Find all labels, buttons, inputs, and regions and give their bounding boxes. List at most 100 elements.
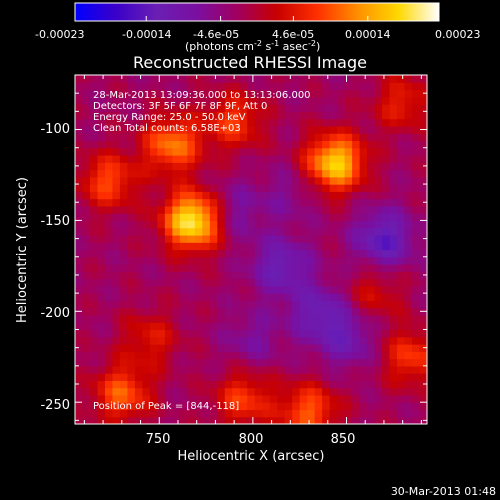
heatmap-cell [149,358,158,367]
heatmap-cell [374,184,383,192]
heatmap-cell [239,402,248,411]
heatmap-cell [202,402,211,411]
heatmap-cell [82,111,91,120]
heatmap-cell [112,205,121,214]
heatmap-cell [254,96,263,105]
heatmap-cell [209,191,218,200]
heatmap-cell [397,336,406,345]
heatmap-cell [194,285,203,294]
heatmap-cell [142,184,151,192]
heatmap-cell [224,365,233,374]
heatmap-cell [172,409,181,418]
heatmap-cell [247,75,256,83]
heatmap-cell [382,198,391,207]
heatmap-cell [179,351,188,360]
heatmap-cell [359,184,368,192]
heatmap-cell [359,256,368,265]
heatmap-cell [157,96,166,105]
heatmap-cell [359,314,368,323]
heatmap-cell [382,351,391,360]
heatmap-cell [329,249,338,258]
heatmap-cell [412,300,421,309]
heatmap-cell [374,198,383,207]
heatmap-cell [209,336,218,345]
heatmap-cell [292,329,301,338]
heatmap-cell [314,125,323,134]
heatmap-cell [367,111,376,120]
heatmap-cell [277,285,286,294]
heatmap-cell [329,285,338,294]
heatmap-cell [142,191,151,200]
heatmap-cell [374,220,383,229]
heatmap-cell [97,234,106,243]
heatmap-cell [157,278,166,287]
heatmap-cell [97,227,106,236]
heatmap-cell [299,285,308,294]
heatmap-cell [134,373,143,381]
heatmap-cell [247,264,256,272]
heatmap-cell [314,409,323,418]
heatmap-cell [367,307,376,316]
heatmap-cell [149,394,158,403]
heatmap-cell [269,133,278,142]
heatmap-cell [344,89,353,98]
heatmap-cell [209,365,218,374]
heatmap-cell [239,140,248,149]
heatmap-cell [75,118,84,127]
heatmap-cell [352,285,361,294]
heatmap-cell [337,365,346,374]
heatmap-cell [374,118,383,127]
heatmap-cell [374,104,383,112]
heatmap-cell [307,394,316,403]
heatmap-cell [404,89,413,98]
heatmap-cell [262,336,271,345]
heatmap-cell [119,242,129,251]
heatmap-cell [134,140,143,149]
heatmap-cell [382,365,391,374]
heatmap-cell [75,271,84,280]
heatmap-cell [224,125,233,134]
heatmap-cell [187,125,196,134]
heatmap-cell [329,409,338,418]
heatmap-cell [187,416,196,424]
heatmap-cell [389,256,398,265]
heatmap-cell [119,198,129,207]
heatmap-cell [127,96,136,105]
heatmap-cell [89,234,99,243]
heatmap-cell [299,409,308,418]
heatmap-cell [359,402,368,411]
heatmap-cell [292,416,301,424]
heatmap-cell [172,307,181,316]
heatmap-cell [247,176,256,185]
heatmap-cell [404,184,413,192]
heatmap-cell [352,133,361,142]
heatmap-cell [397,394,406,403]
heatmap-cell [104,344,114,352]
heatmap-cell [119,249,129,258]
heatmap-cell [149,387,158,396]
heatmap-cell [389,227,398,236]
heatmap-cell [217,249,226,258]
heatmap-cell [307,191,316,200]
heatmap-cell [172,82,181,91]
heatmap-cell [232,133,241,142]
heatmap-cell [149,104,158,112]
heatmap-cell [202,184,211,192]
heatmap-cell [224,96,233,105]
heatmap-cell [247,220,256,229]
heatmap-cell [397,191,406,200]
heatmap-cell [89,154,99,163]
heatmap-cell [419,111,427,120]
heatmap-cell [194,365,203,374]
heatmap-cell [412,380,421,389]
heatmap-cell [329,416,338,424]
heatmap-cell [209,82,218,91]
heatmap-cell [367,394,376,403]
heatmap-cell [254,314,263,323]
heatmap-cell [299,75,308,83]
heatmap-cell [299,162,308,171]
heatmap-cell [119,213,129,222]
heatmap-cell [239,154,248,163]
heatmap-cell [314,344,323,352]
heatmap-cell [367,198,376,207]
